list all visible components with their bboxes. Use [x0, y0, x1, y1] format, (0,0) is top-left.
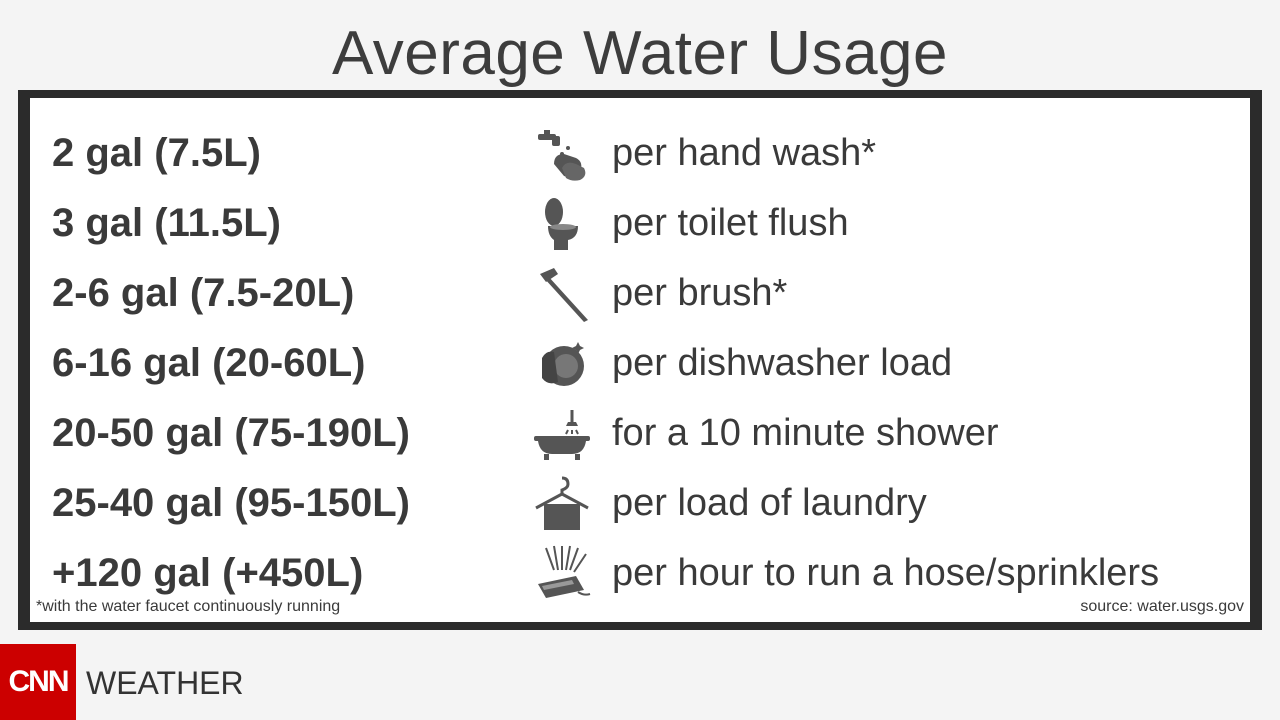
dishes-icon — [532, 334, 592, 394]
amount-label: 2 gal (7.5L) — [52, 131, 261, 175]
sprinkler-icon — [532, 544, 592, 604]
usage-description: per hour to run a hose/sprinklers — [612, 552, 1160, 594]
usage-row: 3 gal (11.5L) per toilet flush — [30, 188, 1250, 258]
amount-label: 25-40 gal (95-150L) — [52, 481, 410, 525]
page-title: Average Water Usage — [331, 19, 949, 88]
usage-description: per load of laundry — [612, 482, 927, 524]
section-label: WEATHER — [86, 665, 244, 701]
toilet-icon — [532, 194, 592, 254]
usage-description: per dishwasher load — [612, 342, 953, 384]
bathtub-shower-icon — [532, 404, 592, 464]
hand-wash-icon — [532, 124, 592, 184]
usage-row: 25-40 gal (95-150L) per load of laundry — [30, 468, 1250, 538]
source-credit: source: water.usgs.gov — [1080, 598, 1244, 615]
usage-row: 20-50 gal (75-190L) for a 10 minute show… — [30, 398, 1250, 468]
usage-row: +120 gal (+450L) per hour to run a hose/… — [30, 538, 1250, 608]
amount-label: 20-50 gal (75-190L) — [52, 411, 410, 455]
usage-row: 2-6 gal (7.5-20L) per brush* — [30, 258, 1250, 328]
usage-description: per brush* — [612, 272, 788, 314]
cnn-logo: CNN — [0, 644, 76, 720]
usage-description: per toilet flush — [612, 202, 849, 244]
hanger-icon — [532, 474, 592, 534]
amount-label: +120 gal (+450L) — [52, 551, 364, 595]
amount-label: 3 gal (11.5L) — [52, 201, 281, 245]
amount-label: 6-16 gal (20-60L) — [52, 341, 366, 385]
usage-row: 2 gal (7.5L) per hand wash* — [30, 118, 1250, 188]
amount-label: 2-6 gal (7.5-20L) — [52, 271, 355, 315]
usage-description: for a 10 minute shower — [612, 412, 999, 454]
toothbrush-icon — [532, 264, 592, 324]
usage-row: 6-16 gal (20-60L) per dishwasher load — [30, 328, 1250, 398]
usage-panel: 2 gal (7.5L) per hand wash* 3 gal (11.5L… — [30, 98, 1250, 622]
footnote: *with the water faucet continuously runn… — [36, 598, 341, 615]
usage-description: per hand wash* — [612, 132, 877, 174]
